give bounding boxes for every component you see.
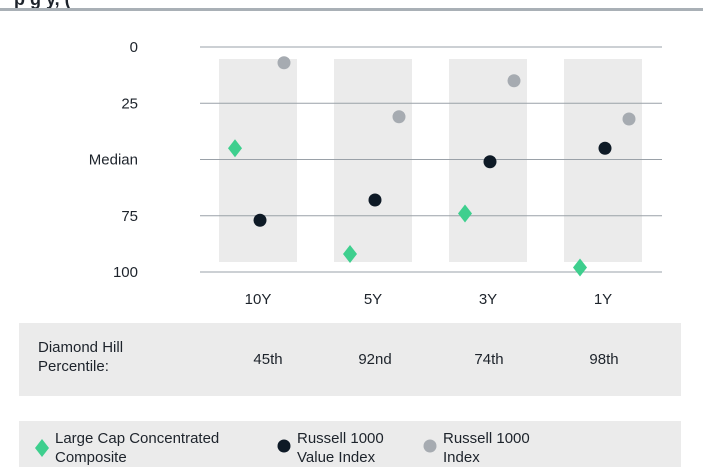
marker-large-cap-concentrated-composite-5y — [343, 245, 357, 263]
percentile-row-label: Diamond Hill Percentile: — [38, 339, 124, 375]
x-axis-category-labels: 10Y 5Y 3Y 1Y — [245, 291, 613, 308]
legend-label-russell-1000: Russell 1000 Index — [443, 430, 530, 466]
y-tick-label: Median — [89, 152, 138, 169]
y-tick-label: 75 — [121, 208, 138, 225]
chart-title-text: p g y, ( — [14, 0, 71, 9]
y-tick-label: 0 — [130, 39, 138, 56]
circle-icon — [423, 439, 437, 453]
x-category-label: 10Y — [245, 291, 272, 308]
column-band-10y — [219, 59, 297, 262]
y-tick-label: 25 — [121, 95, 138, 112]
percentile-cell-1y: 98th — [589, 351, 619, 368]
marker-large-cap-concentrated-composite-3y — [458, 204, 472, 223]
data-markers — [228, 56, 636, 277]
legend-label-value-index: Russell 1000 Value Index — [297, 430, 384, 466]
percentile-cell-3y: 74th — [474, 351, 504, 368]
legend-label-composite: Large Cap Concentrated Composite — [55, 430, 220, 466]
marker-russell-1000-index-3y — [507, 74, 521, 88]
marker-russell-1000-value-index-3y — [483, 155, 497, 169]
percentile-rank-chart: 0 25 Median 75 100 10Y 5Y 3Y 1Y — [89, 39, 662, 308]
y-axis-tick-labels: 0 25 Median 75 100 — [89, 39, 138, 281]
marker-russell-1000-index-1y — [622, 112, 636, 126]
title-divider — [0, 8, 703, 11]
y-tick-label: 100 — [113, 264, 138, 281]
marker-russell-1000-index-5y — [392, 110, 406, 124]
column-bands — [219, 59, 642, 262]
percentile-cell-10y: 45th — [253, 351, 283, 368]
chart-title-fragment: p g y, ( — [0, 0, 703, 9]
marker-russell-1000-index-10y — [277, 56, 291, 70]
x-category-label: 5Y — [364, 291, 382, 308]
column-band-1y — [564, 59, 642, 262]
marker-russell-1000-value-index-1y — [598, 141, 612, 155]
chart-legend: Large Cap Concentrated Composite Russell… — [19, 421, 681, 467]
diamond-icon — [35, 439, 49, 457]
x-category-label: 3Y — [479, 291, 497, 308]
marker-large-cap-concentrated-composite-1y — [573, 258, 587, 277]
circle-icon — [277, 439, 291, 453]
percentile-table: Diamond Hill Percentile: 45th 92nd 74th … — [19, 323, 681, 396]
percentile-cell-5y: 92nd — [358, 351, 392, 368]
marker-large-cap-concentrated-composite-10y — [228, 139, 242, 158]
gridlines — [200, 46, 662, 273]
column-band-5y — [334, 59, 412, 262]
x-category-label: 1Y — [594, 291, 612, 308]
marker-russell-1000-value-index-5y — [368, 193, 382, 207]
marker-russell-1000-value-index-10y — [253, 213, 267, 227]
